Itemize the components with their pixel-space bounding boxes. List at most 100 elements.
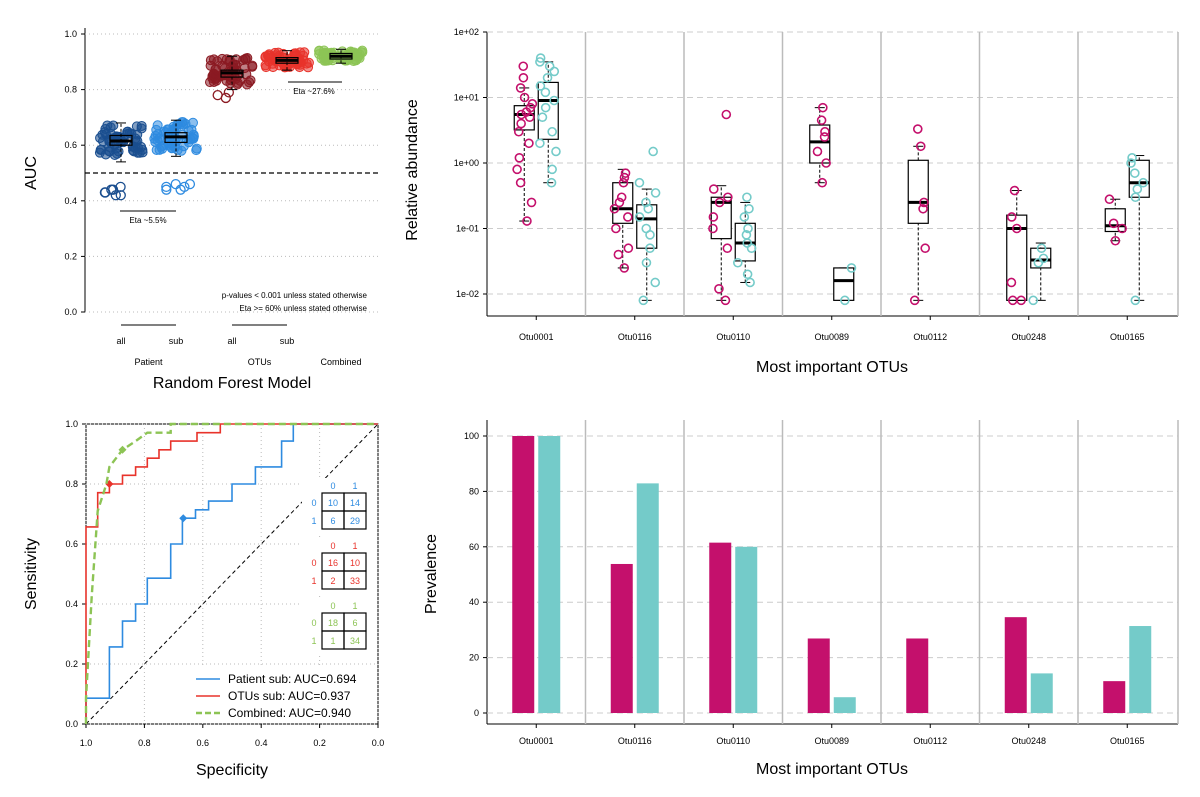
data-point xyxy=(1117,223,1127,234)
data-point xyxy=(1138,177,1149,188)
data-point xyxy=(616,192,627,203)
prevalence-bar xyxy=(1004,617,1027,713)
data-point xyxy=(522,216,532,226)
x-tick-label: Otu0116 xyxy=(618,332,652,342)
data-point xyxy=(247,61,258,72)
data-point xyxy=(846,263,857,273)
data-point xyxy=(549,66,560,77)
data-point xyxy=(915,141,926,152)
data-point xyxy=(912,124,923,134)
optimal-point-marker xyxy=(118,445,127,454)
y-tick-label: 0.6 xyxy=(65,539,78,549)
data-point xyxy=(209,70,220,81)
data-point xyxy=(540,87,551,98)
prevalence-bar xyxy=(610,563,633,713)
y-axis-title: Relative abundance xyxy=(404,99,421,241)
x-tick-label: Otu0001 xyxy=(519,736,554,746)
y-tick-label: 0.0 xyxy=(65,719,78,729)
x-tick-label: Otu0116 xyxy=(618,736,652,746)
prevalence-bar xyxy=(735,546,758,713)
y-tick-label: 1e+00 xyxy=(454,158,479,168)
data-point xyxy=(741,230,752,240)
eta-annotation: Eta ~5.5% xyxy=(129,216,166,225)
data-point xyxy=(515,177,526,188)
footnote: p-values < 0.001 unless stated otherwise xyxy=(222,291,368,300)
data-point xyxy=(614,197,625,208)
data-point xyxy=(535,138,545,149)
data-point xyxy=(641,223,652,234)
x-tick-label: Otu0112 xyxy=(913,332,947,342)
prevalence-bar xyxy=(1103,681,1126,713)
prevalence-bar xyxy=(512,436,535,713)
x-axis-title: Random Forest Model xyxy=(153,375,311,392)
y-tick-label: 0.4 xyxy=(65,599,78,609)
matrix-col-label: 1 xyxy=(352,541,357,551)
box xyxy=(809,124,831,164)
matrix-background xyxy=(302,478,376,534)
x-tick-label: Otu0110 xyxy=(716,332,750,342)
matrix-cell-value: 14 xyxy=(350,498,360,508)
x-tick-label: Otu0001 xyxy=(519,332,554,342)
outlier-point xyxy=(184,178,196,190)
x-tick-label: Otu0089 xyxy=(814,736,849,746)
x-tick-label: 1.0 xyxy=(80,738,93,748)
data-point xyxy=(744,203,754,214)
prevalence-bar xyxy=(709,542,732,713)
data-point xyxy=(109,149,120,160)
matrix-cell xyxy=(343,510,367,530)
data-point xyxy=(242,53,253,64)
x-axis-title: Most important OTUs xyxy=(756,761,908,778)
matrix-background xyxy=(302,538,376,594)
x-tick-label: 0.2 xyxy=(313,738,326,748)
data-point xyxy=(1028,295,1039,306)
data-point xyxy=(1007,295,1018,306)
outlier-point xyxy=(115,181,126,193)
x-tick-label: Otu0112 xyxy=(913,736,947,746)
legend-entry: OTUs sub: AUC=0.937 xyxy=(228,689,351,703)
y-tick-label: 0.0 xyxy=(64,307,77,317)
y-tick-label: 60 xyxy=(469,542,479,552)
box xyxy=(907,159,929,224)
roc-curve xyxy=(85,423,378,724)
data-point xyxy=(739,212,750,222)
data-point xyxy=(1006,212,1017,222)
data-point xyxy=(742,269,753,280)
legend-entry: Combined: AUC=0.940 xyxy=(228,706,351,720)
outlier-point xyxy=(106,184,117,195)
roc-curve-panel: 0.0 0.2 0.4 0.6 0.8 1.0 1.0 0.8 0.6 0.4 0.2 0.0 Sens… xyxy=(23,419,384,779)
y-tick-label: 0.4 xyxy=(64,196,77,206)
data-point xyxy=(551,146,561,157)
x-axis-title: Specificity xyxy=(196,762,268,779)
data-point xyxy=(544,61,555,72)
data-point xyxy=(542,72,553,83)
outlier-point xyxy=(115,190,126,201)
matrix-cell-value: 1 xyxy=(330,636,335,646)
data-point xyxy=(722,243,733,254)
data-point xyxy=(549,95,559,106)
data-point xyxy=(95,132,106,143)
data-point xyxy=(623,243,634,254)
data-point xyxy=(812,146,823,157)
data-point xyxy=(537,112,548,123)
data-point xyxy=(1011,223,1022,234)
data-point xyxy=(284,61,295,72)
data-point xyxy=(1126,158,1136,168)
y-tick-label: 1e+02 xyxy=(454,27,479,37)
prevalence-bar xyxy=(1030,673,1053,713)
data-point xyxy=(353,51,364,62)
matrix-cell xyxy=(343,630,367,650)
group-label: Combined xyxy=(320,357,361,367)
x-tick-label: Otu0165 xyxy=(1110,332,1145,342)
data-point xyxy=(1132,184,1143,194)
data-point xyxy=(172,144,183,155)
x-tick-label: sub xyxy=(169,336,184,346)
data-point xyxy=(645,243,655,254)
data-point xyxy=(273,47,284,58)
box xyxy=(833,267,855,301)
data-point xyxy=(821,158,831,168)
box xyxy=(636,204,658,249)
matrix-cell-value: 6 xyxy=(352,618,357,628)
data-point xyxy=(708,212,719,222)
data-point xyxy=(641,257,652,268)
